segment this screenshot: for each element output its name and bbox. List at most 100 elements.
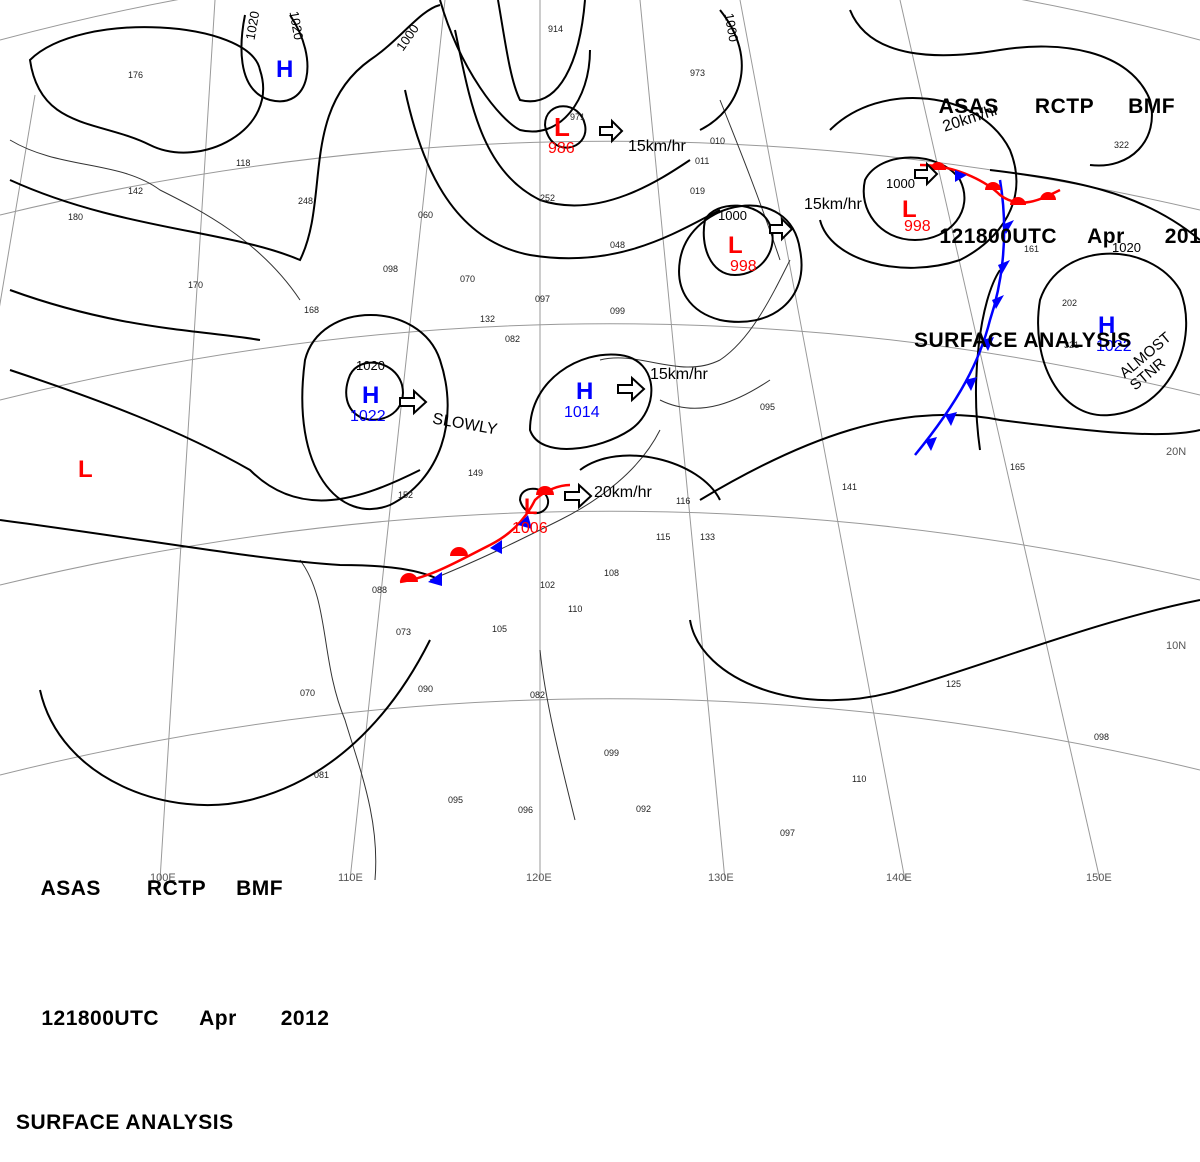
longitude-label: 150E bbox=[1086, 872, 1112, 884]
front-cold-east-north-barbs bbox=[955, 170, 967, 182]
low-pressure-symbol: L bbox=[902, 196, 917, 223]
longitude-label: 120E bbox=[526, 872, 552, 884]
station-observation: 019 bbox=[690, 186, 706, 196]
map-header-bottom: ASAS RCTP BMF 121800UTC Apr 2012 SURFACE ANA… bbox=[16, 798, 329, 1162]
station-observation: 097 bbox=[535, 294, 551, 304]
header-issuer-code: BMF bbox=[1128, 95, 1176, 118]
station-observation: 098 bbox=[383, 264, 399, 274]
high-pressure-symbol: H bbox=[276, 56, 294, 83]
station-observation: 095 bbox=[760, 402, 776, 412]
station-observation: 125 bbox=[946, 679, 962, 689]
station-observation: 149 bbox=[468, 468, 484, 478]
station-observation: 110 bbox=[852, 774, 867, 784]
station-observation: 115 bbox=[656, 532, 671, 542]
longitude-label: 100E bbox=[150, 872, 176, 884]
isobar-label: 1020 bbox=[356, 358, 385, 373]
station-observation: 070 bbox=[300, 688, 316, 698]
station-observation: 133 bbox=[700, 532, 716, 542]
header-month: Apr bbox=[1087, 225, 1125, 248]
station-observation: 088 bbox=[372, 585, 388, 595]
header-station-code: RCTP bbox=[146, 877, 207, 900]
station-observation: 252 bbox=[540, 193, 556, 203]
station-observation: 168 bbox=[304, 305, 320, 315]
low-pressure-symbol: L bbox=[524, 494, 538, 519]
station-observation: 108 bbox=[604, 568, 620, 578]
station-observation: 105 bbox=[492, 624, 508, 634]
station-observation: 161 bbox=[1024, 244, 1040, 254]
header-month: Apr bbox=[199, 1007, 237, 1030]
map-header-top: ASAS RCTP BMF 121800UTC Apr 2012 SURFACE ANA… bbox=[914, 16, 1200, 380]
high-pressure-symbol: H bbox=[1098, 312, 1116, 339]
station-observation: 099 bbox=[604, 748, 620, 758]
isobar-label: 1000 bbox=[718, 208, 747, 223]
low-pressure-symbol: L bbox=[554, 112, 570, 142]
station-observation: 176 bbox=[128, 70, 144, 80]
low-pressure-value: 986 bbox=[548, 140, 575, 157]
front-cold-east-barbs bbox=[925, 220, 1014, 451]
station-observation: 099 bbox=[610, 306, 626, 316]
station-observation: 098 bbox=[1094, 732, 1110, 742]
station-observation: 092 bbox=[636, 804, 652, 814]
station-observation: 914 bbox=[548, 24, 564, 34]
station-observation: 322 bbox=[1114, 140, 1130, 150]
low-pressure-value: 1006 bbox=[512, 520, 548, 537]
station-observation: 090 bbox=[418, 684, 434, 694]
station-observation: 097 bbox=[780, 828, 796, 838]
station-observation: 321 bbox=[1064, 340, 1080, 350]
station-observation: 081 bbox=[314, 770, 330, 780]
speed-label: 15km/hr bbox=[628, 138, 686, 155]
station-observation: 971 bbox=[570, 112, 586, 122]
low-pressure-value: 998 bbox=[904, 218, 931, 235]
station-observation: 060 bbox=[418, 210, 434, 220]
station-observation: 102 bbox=[540, 580, 556, 590]
station-observation: 152 bbox=[398, 490, 414, 500]
station-observation: 973 bbox=[690, 68, 706, 78]
station-observation: 073 bbox=[396, 627, 412, 637]
station-observation: 132 bbox=[480, 314, 496, 324]
header-year: 2012 bbox=[280, 1007, 330, 1030]
isobars bbox=[0, 0, 1200, 807]
header-product-code: ASAS bbox=[938, 95, 999, 118]
front-stationary-south-red bbox=[400, 486, 554, 582]
longitude-label: 140E bbox=[886, 872, 912, 884]
station-observation: 095 bbox=[448, 795, 464, 805]
header-issuer-code: BMF bbox=[236, 877, 284, 900]
high-pressure-symbol: H bbox=[576, 378, 594, 405]
station-observation: 048 bbox=[610, 240, 626, 250]
station-observation: 116 bbox=[676, 496, 691, 506]
station-observation: 096 bbox=[518, 805, 534, 815]
speed-label: 20km/hr bbox=[594, 484, 652, 501]
station-observation: 082 bbox=[505, 334, 521, 344]
station-observation: 165 bbox=[1010, 462, 1026, 472]
station-observation: 141 bbox=[842, 482, 858, 492]
high-pressure-value: 1022 bbox=[350, 408, 386, 425]
header-year: 2012 bbox=[1164, 225, 1200, 248]
station-observation: 082 bbox=[530, 690, 546, 700]
longitude-label: 130E bbox=[708, 872, 734, 884]
low-pressure-symbol: L bbox=[728, 232, 743, 259]
station-observation: 010 bbox=[710, 136, 726, 146]
high-pressure-value: 1014 bbox=[564, 404, 600, 421]
station-observation: 070 bbox=[460, 274, 476, 284]
header-title: SURFACE ANALYSIS bbox=[914, 329, 1132, 352]
high-pressure-symbol: H bbox=[362, 382, 380, 409]
front-cold-east bbox=[914, 179, 1006, 456]
longitude-label: 110E bbox=[338, 872, 363, 884]
speed-label: 15km/hr bbox=[804, 196, 862, 213]
front-warm-east-barbs bbox=[930, 162, 1056, 205]
station-observation: 248 bbox=[298, 196, 314, 206]
low-pressure-symbol: L bbox=[78, 456, 93, 483]
low-pressure-value: 998 bbox=[730, 258, 757, 275]
header-valid-time: 121800UTC bbox=[939, 225, 1058, 248]
station-observation: 110 bbox=[568, 604, 583, 614]
station-observation: 142 bbox=[128, 186, 144, 196]
high-pressure-value: 1022 bbox=[1096, 338, 1132, 355]
header-station-code: RCTP bbox=[1034, 95, 1095, 118]
station-observation: 011 bbox=[695, 156, 710, 166]
station-observation: 180 bbox=[68, 212, 84, 222]
header-valid-time: 121800UTC bbox=[41, 1007, 160, 1030]
header-product-code: ASAS bbox=[40, 877, 101, 900]
header-title: SURFACE ANALYSIS bbox=[16, 1111, 234, 1134]
latitude-label: 10N bbox=[1166, 640, 1187, 652]
latitude-label: 20N bbox=[1166, 446, 1187, 458]
